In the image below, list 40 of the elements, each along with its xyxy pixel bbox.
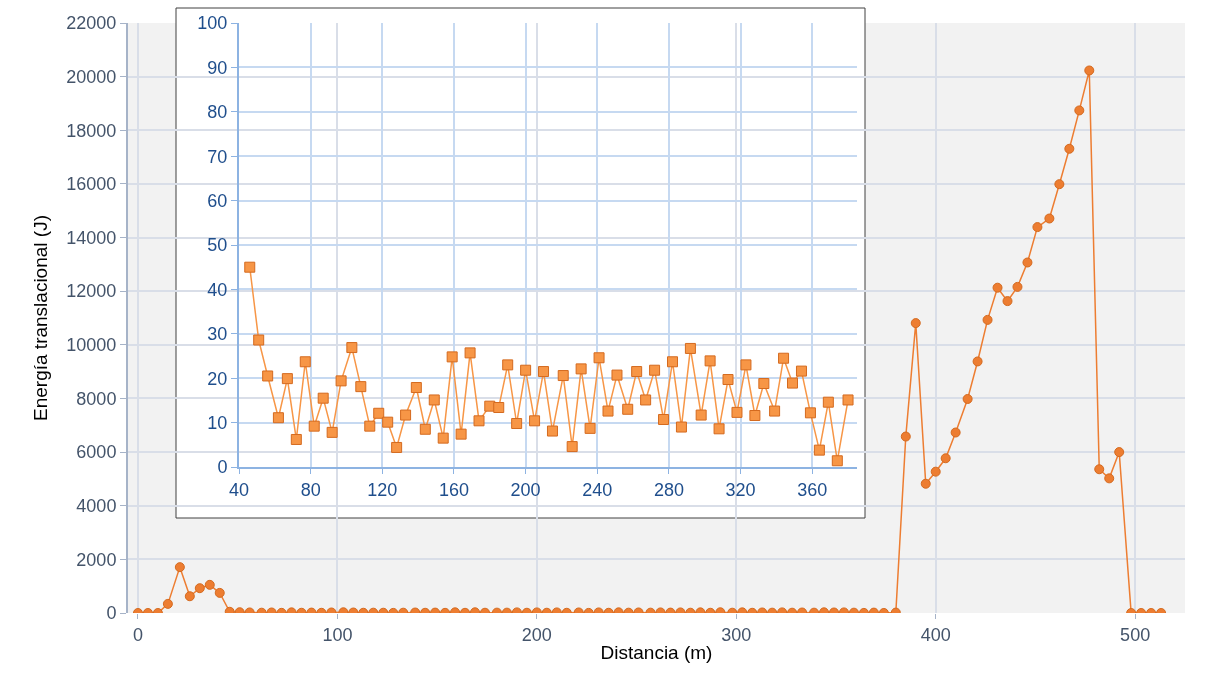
y-tick-label: 0 bbox=[106, 603, 117, 624]
x-tick-label: 100 bbox=[322, 624, 353, 645]
y-tick-label: 20 bbox=[207, 368, 228, 389]
y-tick-label: 90 bbox=[207, 57, 228, 78]
x-tick-label: 40 bbox=[228, 479, 250, 500]
x-tick-label: 500 bbox=[1120, 624, 1151, 645]
y-tick-label: 20000 bbox=[66, 66, 117, 87]
x-tick-label: 120 bbox=[367, 479, 398, 500]
y-tick-label: 22000 bbox=[66, 13, 117, 34]
x-tick-label: 0 bbox=[132, 624, 143, 645]
y-tick-label: 6000 bbox=[76, 442, 117, 463]
y-tick-label: 12000 bbox=[66, 281, 117, 302]
x-tick-label: 200 bbox=[521, 624, 552, 645]
y-tick-label: 8000 bbox=[76, 388, 117, 409]
x-axis-title: Distancia (m) bbox=[600, 642, 713, 664]
x-tick-label: 300 bbox=[721, 624, 752, 645]
y-tick-label: 100 bbox=[197, 13, 228, 34]
y-axis-title: Energía translacional (J) bbox=[29, 215, 51, 421]
x-tick-label: 200 bbox=[510, 479, 541, 500]
x-tick-label: 320 bbox=[725, 479, 756, 500]
y-tick-label: 2000 bbox=[76, 549, 117, 570]
x-tick-label: 160 bbox=[438, 479, 469, 500]
y-tick-label: 80 bbox=[207, 102, 228, 123]
y-tick-label: 70 bbox=[207, 146, 228, 167]
x-tick-label: 400 bbox=[920, 624, 951, 645]
y-tick-label: 0 bbox=[217, 457, 228, 478]
y-tick-label: 10 bbox=[207, 412, 228, 433]
x-tick-label: 80 bbox=[300, 479, 321, 500]
y-tick-label: 30 bbox=[207, 324, 228, 345]
x-tick-label: 280 bbox=[653, 479, 684, 500]
x-tick-label: 360 bbox=[797, 479, 828, 500]
y-tick-label: 16000 bbox=[66, 174, 117, 195]
y-tick-label: 50 bbox=[207, 235, 228, 256]
x-tick-label: 240 bbox=[582, 479, 613, 500]
y-tick-label: 40 bbox=[207, 279, 228, 300]
y-tick-label: 4000 bbox=[76, 496, 117, 517]
y-tick-label: 10000 bbox=[66, 335, 117, 356]
y-tick-label: 60 bbox=[207, 190, 228, 211]
y-tick-label: 18000 bbox=[66, 120, 117, 141]
y-tick-label: 14000 bbox=[66, 227, 117, 248]
